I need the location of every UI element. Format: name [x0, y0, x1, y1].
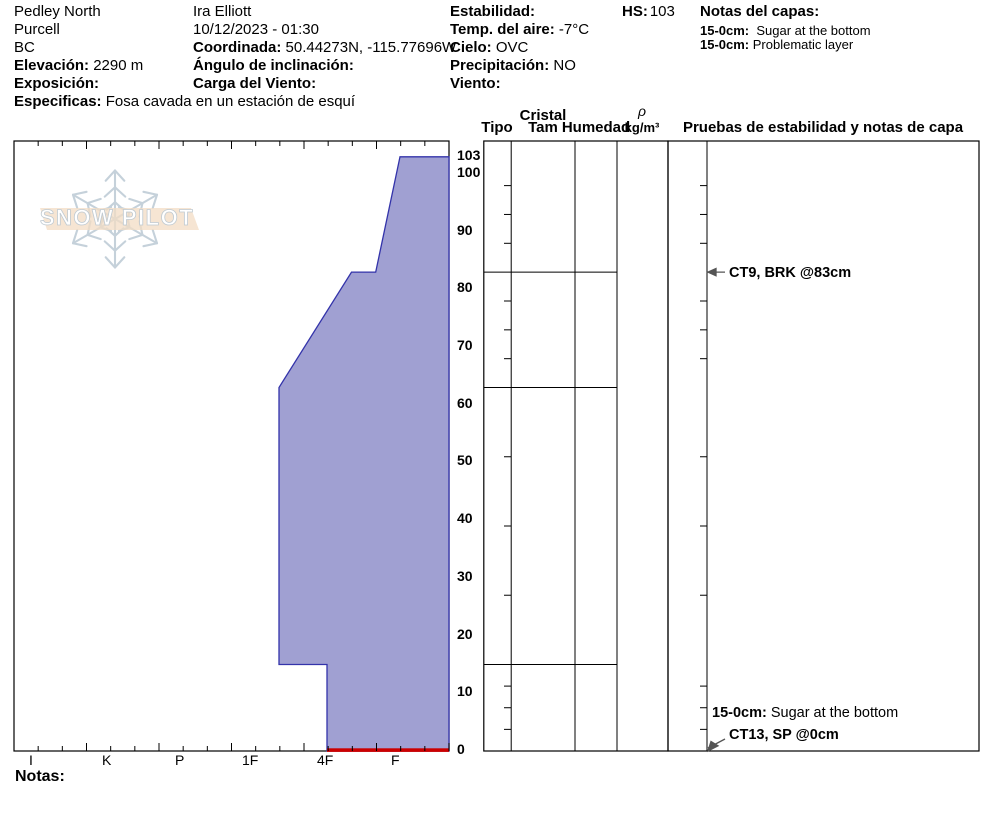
svg-text:Tam: Tam	[528, 119, 558, 136]
svg-text:15-0cm: Sugar at the bottom: 15-0cm: Sugar at the bottom	[712, 705, 898, 721]
svg-text:Pruebas de estabilidad y notas: Pruebas de estabilidad y notas de capa	[683, 119, 964, 136]
svg-text:kg/m³: kg/m³	[625, 120, 660, 135]
svg-text:CT9, BRK @83cm: CT9, BRK @83cm	[729, 265, 851, 281]
svg-text:Humedad: Humedad	[562, 119, 630, 136]
svg-text:CT13, SP @0cm: CT13, SP @0cm	[729, 727, 839, 743]
svg-text:Tipo: Tipo	[481, 119, 512, 136]
svg-text:ρ: ρ	[637, 103, 646, 119]
